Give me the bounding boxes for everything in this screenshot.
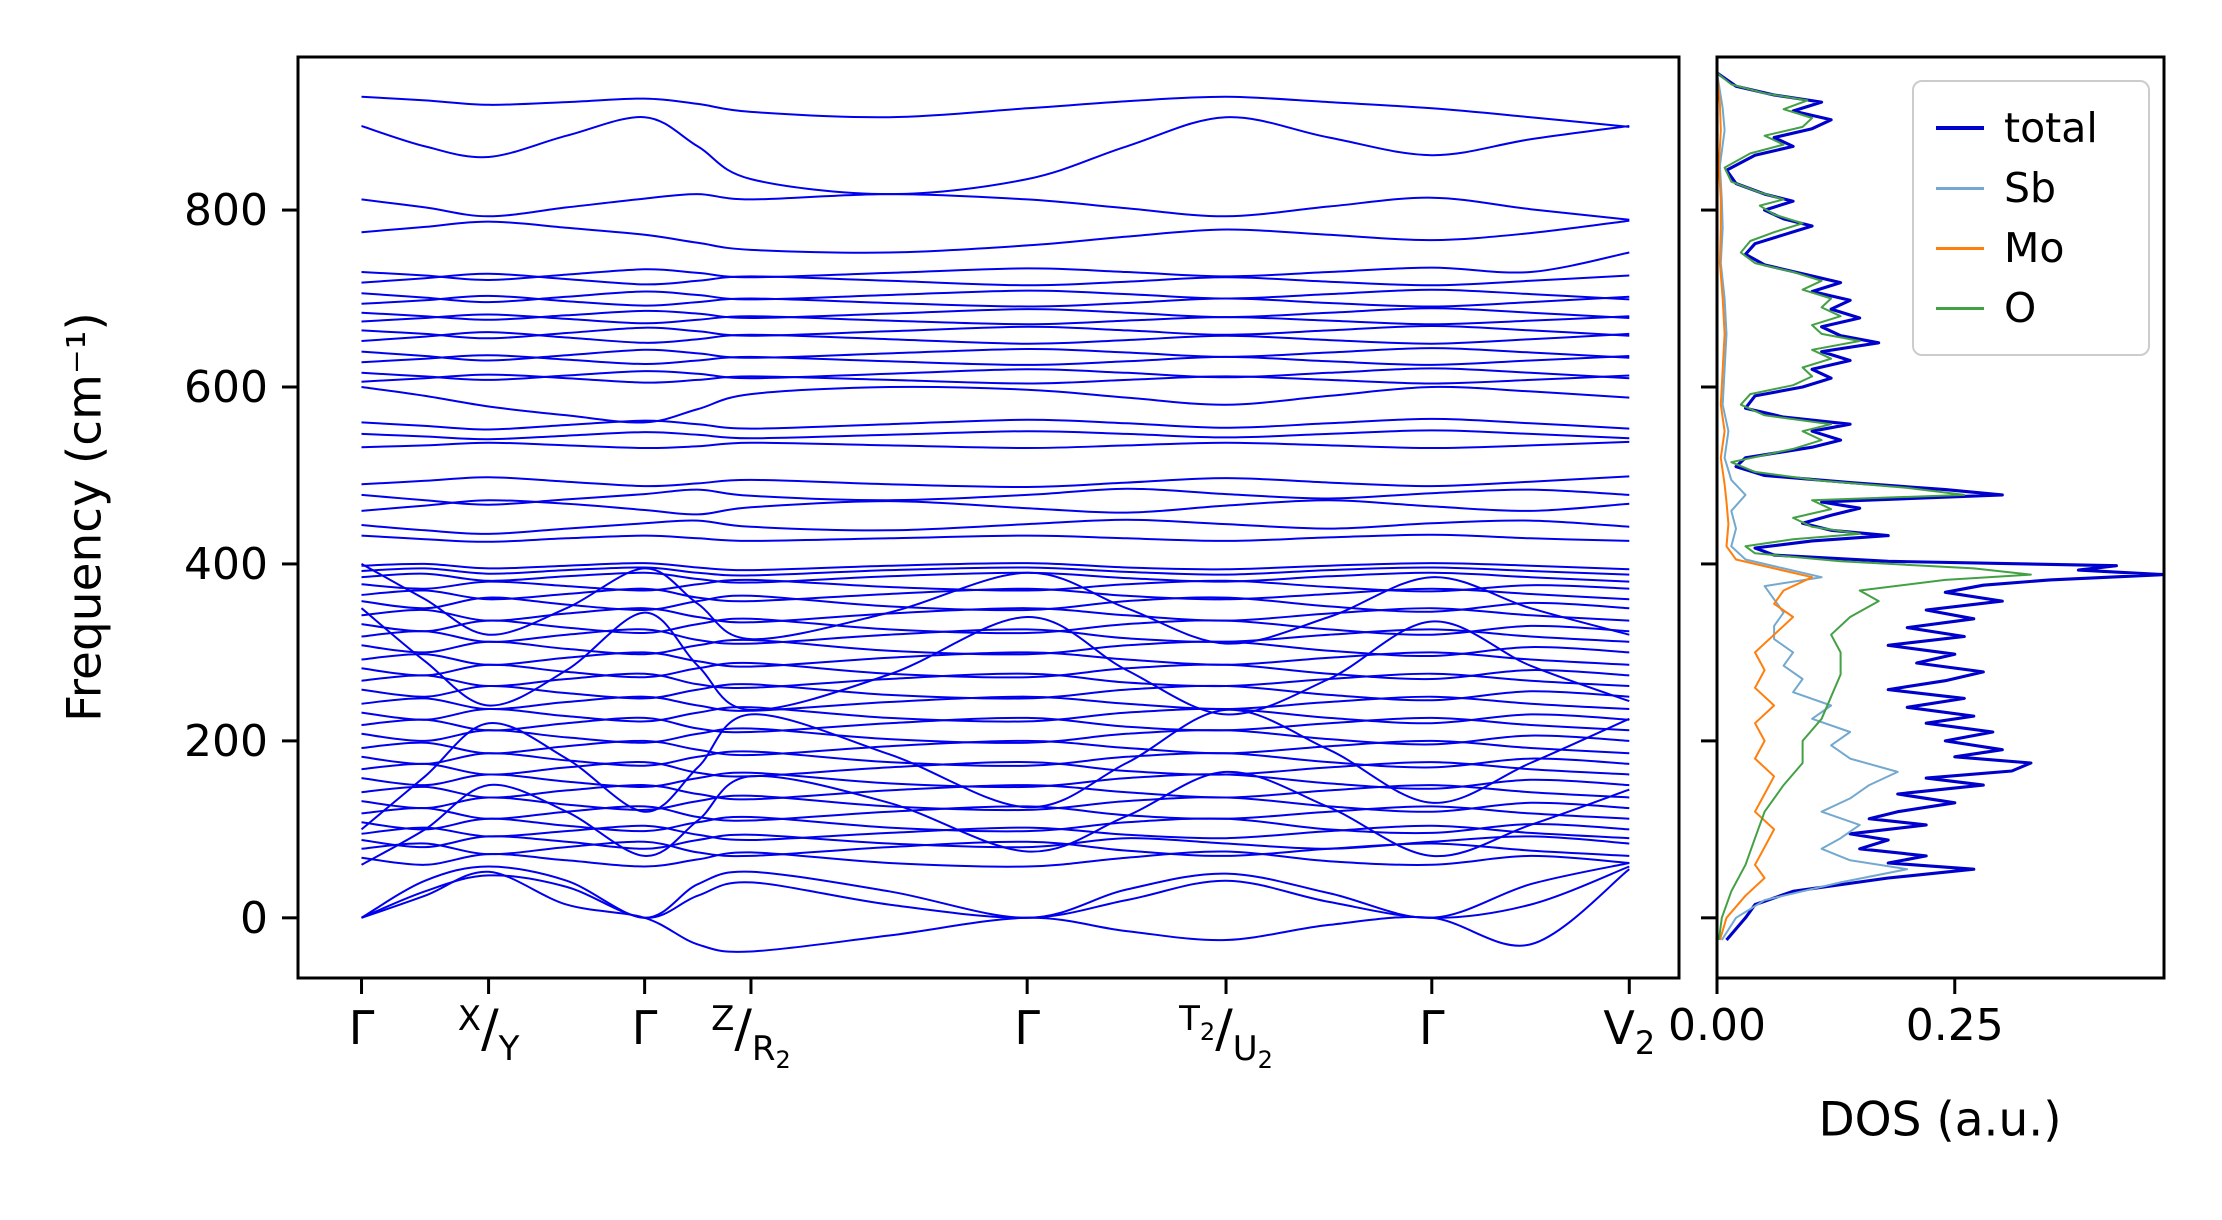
dos-curve-O — [1717, 72, 2032, 941]
band-curve — [361, 695, 1630, 712]
dos-legend: total Sb Mo O — [1912, 80, 2150, 356]
y-tick-label: 600 — [184, 362, 268, 413]
band-curve — [361, 815, 1630, 835]
band-curve — [361, 385, 1630, 424]
band-curve — [361, 739, 1630, 757]
band-curve — [361, 628, 1630, 645]
k-point-label: Γ — [1419, 1001, 1445, 1055]
band-curve — [361, 487, 1630, 506]
dos-curve-Mo — [1717, 72, 1814, 941]
k-point-label: Γ — [1014, 1001, 1040, 1055]
band-curve — [361, 251, 1630, 282]
legend-item-total: total — [1936, 98, 2138, 158]
dos-panel-spines — [1715, 55, 2166, 980]
band-curve — [361, 865, 1630, 919]
dos-x-axis-label: DOS (a.u.) — [1818, 1092, 2062, 1148]
band-curve — [361, 683, 1630, 702]
k-point-label: X/Y — [458, 999, 520, 1069]
band-curve — [361, 594, 1630, 613]
band-curve — [360, 607, 1630, 716]
band-curve — [361, 784, 1630, 801]
band-curve — [361, 95, 1630, 128]
legend-label-sb: Sb — [2004, 163, 2057, 212]
band-curve — [360, 862, 1630, 919]
band-curve — [361, 727, 1630, 746]
band-curve — [361, 193, 1630, 221]
band-curve — [361, 219, 1630, 254]
band-curve — [361, 868, 1630, 953]
legend-label-total: total — [2004, 103, 2098, 152]
band-curve — [361, 324, 1630, 340]
band-curve — [361, 805, 1630, 822]
dos-curve-Sb — [1717, 72, 1909, 941]
k-point-label: Γ — [349, 1001, 375, 1055]
band-curve — [361, 499, 1630, 516]
band-curve — [361, 566, 1630, 577]
band-curve — [361, 571, 1630, 584]
band-curve — [361, 533, 1630, 543]
y-tick-label: 800 — [184, 185, 268, 236]
band-curve — [360, 708, 1630, 831]
band-curve — [361, 518, 1630, 535]
band-curve — [361, 794, 1630, 813]
band-curve — [361, 651, 1630, 668]
k-point-label: T2/U2 — [1178, 999, 1273, 1074]
band-curve — [361, 706, 1630, 725]
legend-item-sb: Sb — [1936, 158, 2138, 218]
legend-item-o: O — [1936, 278, 2138, 338]
band-curve — [361, 661, 1630, 681]
band-curve — [361, 288, 1630, 304]
band-curve — [361, 116, 1630, 196]
band-curve — [361, 771, 1630, 790]
band-curve — [361, 475, 1630, 489]
band-curves — [360, 95, 1630, 953]
band-curve — [361, 617, 1630, 636]
band-curve — [361, 833, 1630, 850]
legend-swatch-sb — [1936, 186, 1984, 190]
y-tick-label: 400 — [184, 539, 268, 590]
band-curve — [361, 850, 1630, 868]
dos-curves — [1717, 71, 2164, 942]
k-point-label: V2 — [1603, 1001, 1655, 1062]
band-curve — [361, 672, 1630, 690]
y-tick-label: 200 — [184, 716, 268, 767]
band-curve — [361, 638, 1630, 658]
dos-x-tick-label: 0.00 — [1668, 1000, 1766, 1051]
band-curve — [361, 716, 1630, 734]
band-curve — [361, 562, 1630, 572]
y-axis-label: Frequency (cm⁻¹) — [57, 312, 113, 722]
dos-x-tick-label: 0.25 — [1906, 1000, 2004, 1051]
band-curve — [361, 750, 1630, 769]
y-tick-label: 0 — [240, 893, 268, 944]
band-panel-spines — [296, 55, 1681, 980]
legend-label-o: O — [2004, 283, 2037, 332]
band-curve — [361, 347, 1630, 362]
legend-item-mo: Mo — [1936, 218, 2138, 278]
legend-swatch-total — [1936, 126, 1984, 130]
band-curve — [361, 770, 1630, 866]
legend-swatch-o — [1936, 306, 1984, 310]
band-curve — [361, 440, 1630, 450]
legend-label-mo: Mo — [2004, 223, 2065, 272]
k-point-label: Z/R2 — [711, 999, 791, 1074]
band-curve — [361, 607, 1630, 624]
axis-ticks: 0 200 400 600 800 Γ X/Y Γ Z/R2 Γ T2/U2 Γ V2 0.00 0.25 — [184, 185, 2004, 1074]
band-curve — [361, 760, 1630, 778]
band-curve — [361, 367, 1630, 381]
band-curve — [361, 578, 1630, 593]
band-curve — [361, 429, 1630, 441]
band-curve — [361, 563, 1630, 645]
band-curve — [361, 587, 1630, 603]
k-point-label: Γ — [632, 1001, 658, 1055]
legend-swatch-mo — [1936, 246, 1984, 250]
band-curve — [361, 417, 1630, 431]
band-curve — [361, 307, 1630, 321]
